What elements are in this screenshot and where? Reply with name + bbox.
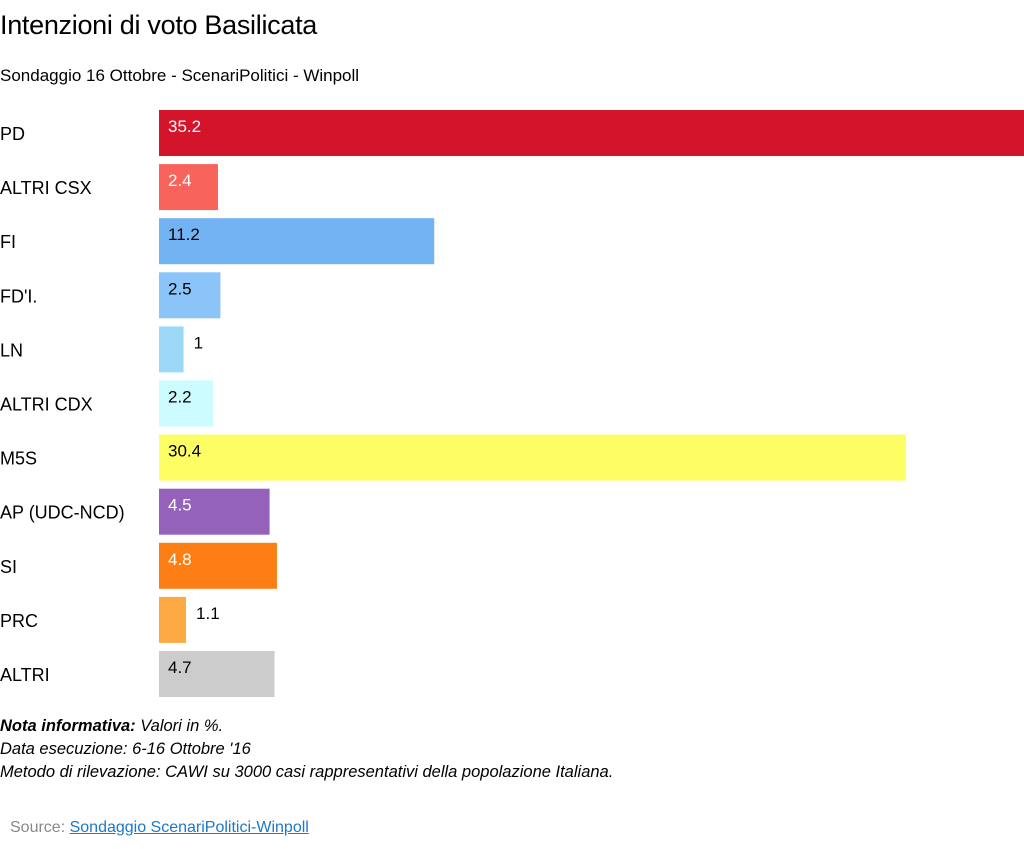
value-label-fi: 11.2 xyxy=(168,225,200,244)
bar-ap-udc-ncd xyxy=(159,488,270,535)
category-label-prc: PRC xyxy=(0,611,38,631)
chart-title: Intenzioni di voto Basilicata xyxy=(0,10,317,40)
bar-si xyxy=(159,542,277,589)
value-label-m5s: 30.4 xyxy=(168,442,201,461)
category-label-ln: LN xyxy=(0,340,23,360)
value-label-si: 4.8 xyxy=(168,550,192,569)
notes-line-2: Data esecuzione: 6-16 Ottobre '16 xyxy=(0,740,251,758)
value-label-ap-udc-ncd: 4.5 xyxy=(168,496,192,515)
source-label: Source: xyxy=(10,819,70,836)
value-label-altri: 4.7 xyxy=(168,658,192,677)
value-label-altri-csx: 2.4 xyxy=(168,171,192,190)
notes-line-1: Nota informativa: Valori in %. xyxy=(0,715,613,738)
value-label-altri-cdx: 2.2 xyxy=(168,388,192,407)
value-label-ln: 1 xyxy=(194,333,203,352)
category-label-altri-cdx: ALTRI CDX xyxy=(0,395,93,415)
bar-prc xyxy=(159,596,187,643)
source-line: Source: Sondaggio ScenariPolitici-Winpol… xyxy=(10,819,309,837)
category-label-fi: FI xyxy=(0,232,16,252)
value-label-prc: 1.1 xyxy=(196,604,220,623)
category-label-fd-i: FD'I. xyxy=(0,286,37,306)
notes-values-text: Valori in %. xyxy=(135,717,224,735)
category-label-altri-csx: ALTRI CSX xyxy=(0,178,92,198)
bar-ln xyxy=(159,326,184,373)
category-label-ap-udc-ncd: AP (UDC-NCD) xyxy=(0,503,125,523)
bar-chart: PD 35.2 ALTRI CSX 2.4 FI 11.2 FD'I. 2.5 LN 1 ALTRI… xyxy=(0,110,1024,697)
notes-label: Nota informativa: xyxy=(0,717,136,735)
value-label-fd-i: 2.5 xyxy=(168,279,192,298)
value-label-pd: 35.2 xyxy=(168,117,201,136)
bar-altri-cdx xyxy=(159,380,214,427)
notes-line-3: Metodo di rilevazione: CAWI su 3000 casi… xyxy=(0,763,614,781)
source-link[interactable]: Sondaggio ScenariPolitici-Winpoll xyxy=(69,819,309,836)
bar-fi xyxy=(159,218,435,265)
bar-m5s xyxy=(159,434,907,481)
bar-fd-i xyxy=(159,272,221,319)
chart-subtitle: Sondaggio 16 Ottobre - ScenariPolitici -… xyxy=(0,66,360,85)
category-label-si: SI xyxy=(0,557,17,577)
category-label-m5s: M5S xyxy=(0,449,37,469)
bar-pd xyxy=(159,110,1024,156)
bar-altri xyxy=(159,651,275,697)
notes-block: Nota informativa: Valori in %. Data esec… xyxy=(0,715,613,784)
category-label-pd: PD xyxy=(0,124,25,144)
bar-altri-csx xyxy=(159,164,218,211)
category-label-altri: ALTRI xyxy=(0,665,50,685)
